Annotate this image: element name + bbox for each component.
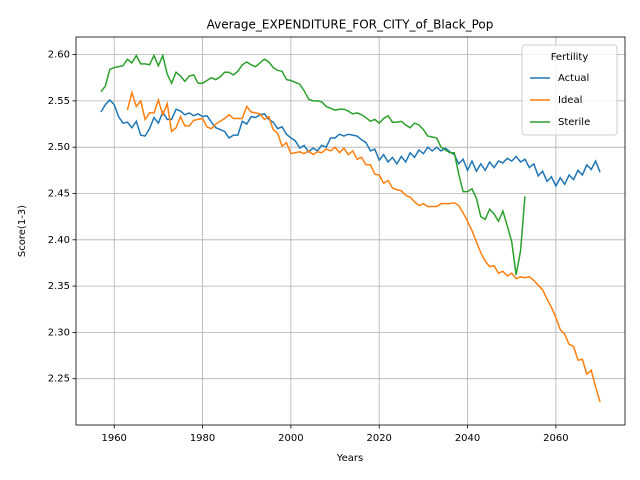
y-tick-label: 2.55 [48,96,70,107]
legend-label: Sterile [558,117,590,128]
y-tick-label: 2.40 [48,235,70,246]
line-series [100,53,526,276]
x-tick-label: 1960 [101,433,126,444]
x-tick-label: 1980 [190,433,215,444]
legend-label: Ideal [558,95,582,106]
legend-title: Fertility [551,52,589,63]
y-tick-label: 2.60 [48,50,70,61]
y-tick-label: 2.45 [48,188,70,199]
line-series [126,89,601,403]
y-tick-label: 2.30 [48,327,70,338]
y-tick-label: 2.50 [48,142,70,153]
chart-title: Average_EXPENDITURE_FOR_CITY_of_Black_Po… [207,18,494,32]
y-tick-label: 2.35 [48,281,70,292]
x-tick-label: 2020 [366,433,391,444]
x-tick-label: 2060 [543,433,568,444]
x-axis-label: Years [336,453,363,464]
legend-box [521,44,618,136]
y-tick-label: 2.25 [48,374,70,385]
y-axis-label: Score(1-3) [17,205,28,257]
x-tick-label: 2040 [455,433,480,444]
line-series [100,98,601,188]
x-tick-label: 2000 [278,433,303,444]
plot-frame [75,36,626,426]
legend-label: Actual [558,73,589,84]
